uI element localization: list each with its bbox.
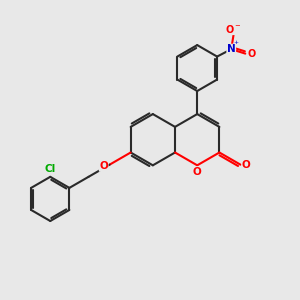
Text: Cl: Cl <box>45 164 56 174</box>
Text: N: N <box>227 44 236 54</box>
Text: O: O <box>242 160 251 170</box>
Text: O: O <box>99 161 108 171</box>
Text: $^+$: $^+$ <box>232 40 240 49</box>
Text: O: O <box>247 49 255 58</box>
Text: O: O <box>193 167 202 177</box>
Text: O$^-$: O$^-$ <box>225 22 242 34</box>
